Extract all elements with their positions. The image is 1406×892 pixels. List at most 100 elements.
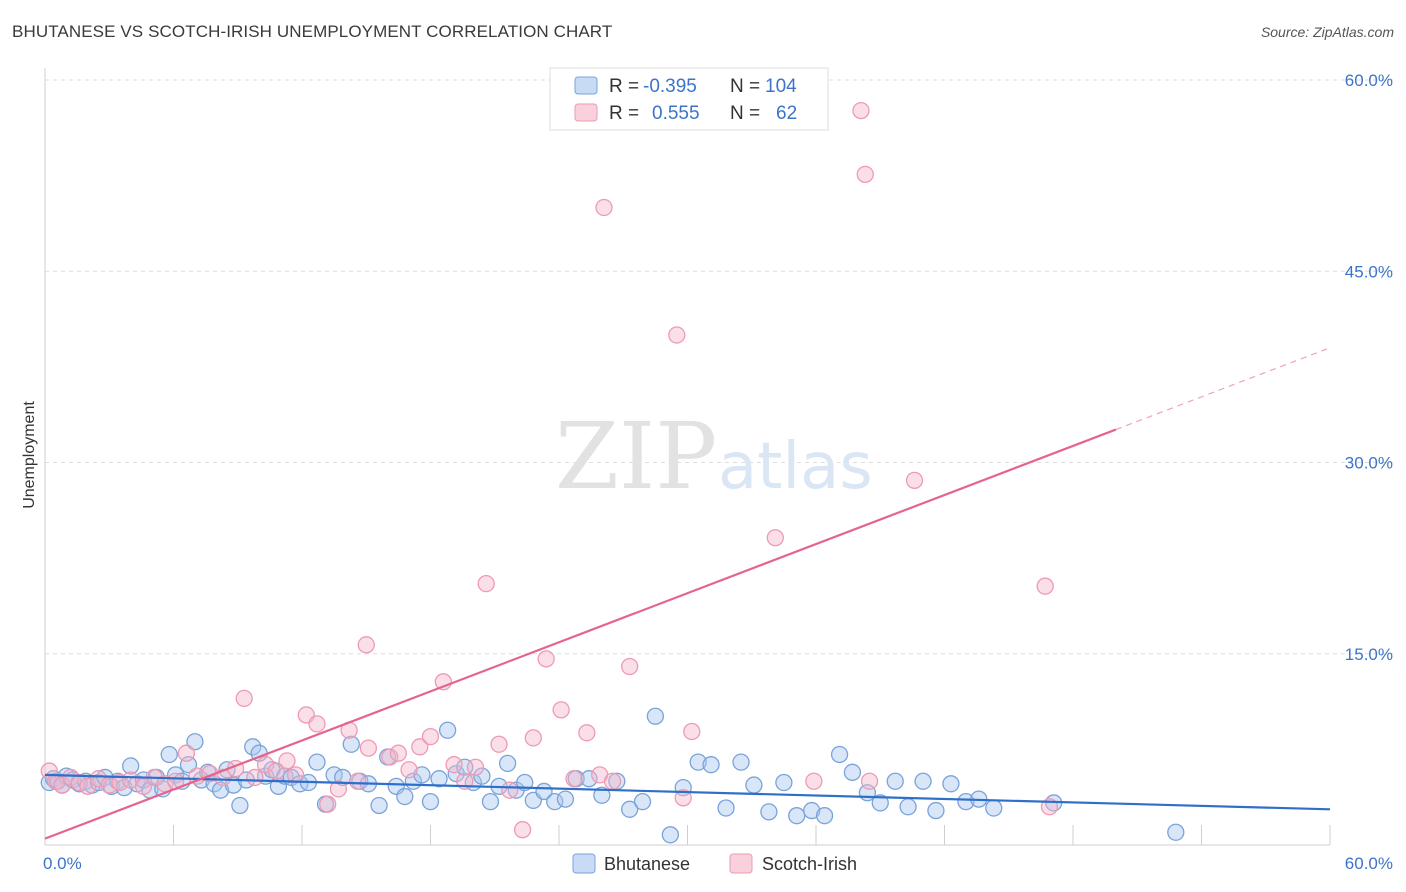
bhutanese-point-64 [498,754,517,773]
bhutanese-trend-line [44,773,1331,811]
bhutanese-point-54 [413,766,431,784]
bhutanese-point-52 [396,787,414,806]
bhutanese-point-86 [775,773,793,792]
scotch-irish-point-32 [357,636,375,654]
bhutanese-point-46 [342,735,360,753]
scotch-irish-point-56 [674,789,692,807]
scotch-irish-point-22 [267,762,285,780]
x-tick-label-0: 0.0% [43,854,82,873]
scotch-irish-point-33 [381,748,399,766]
bottom-legend-swatch-blue [572,853,596,874]
legend-r-label-1: R = [609,76,639,97]
scotch-irish-point-64 [1036,577,1054,595]
bhutanese-point-57 [438,721,457,739]
bhutanese-point-99 [957,793,975,811]
bhutanese-point-89 [815,807,834,825]
y-tick-label-2: 45.0% [1345,262,1393,281]
scotch-irish-point-57 [683,722,701,741]
scotch-irish-point-46 [524,729,542,747]
bhutanese-point-72 [580,770,598,788]
legend-swatch-blue [574,76,598,95]
scotch-irish-point-54 [621,657,639,676]
bhutanese-point-94 [886,772,904,790]
scotch-irish-point-36 [411,738,429,756]
bhutanese-point-76 [633,793,652,811]
bhutanese-point-14 [122,757,140,775]
legend-r-label-2: R = [609,103,639,124]
bhutanese-point-91 [843,763,862,781]
chart-title: BHUTANESE VS SCOTCH-IRISH UNEMPLOYMENT C… [12,22,613,41]
scotch-irish-point-44 [501,781,519,799]
bhutanese-point-87 [788,807,806,825]
bhutanese-point-90 [830,745,849,764]
axes [44,68,1331,846]
series-legend: Bhutanese Scotch-Irish [572,853,857,874]
scotch-irish-point-14 [177,744,196,762]
scotch-irish-point-48 [552,701,570,719]
bhutanese-point-83 [732,753,750,771]
scotch-irish-point-41 [466,758,485,776]
bhutanese-point-84 [745,776,763,794]
bhutanese-point-31 [231,796,249,815]
scotch-irish-point-21 [256,756,275,774]
bhutanese-point-77 [646,707,665,725]
bhutanese-point-81 [702,756,720,774]
scotch-irish-point-34 [389,744,408,762]
bhutanese-point-80 [689,753,707,771]
bhutanese-point-20 [160,745,178,764]
legend-r-value-1: -0.395 [643,76,697,97]
bottom-legend-scotch-irish: Scotch-Irish [762,854,857,874]
scotch-irish-point-31 [359,739,378,757]
bhutanese-point-78 [661,826,680,844]
bhutanese-point-28 [211,781,230,799]
scotch-irish-point-58 [766,529,784,547]
y-tick-label-1: 30.0% [1345,454,1393,473]
scotch-irish-point-28 [329,780,348,798]
bhutanese-point-95 [899,798,917,816]
bhutanese-point-55 [421,793,440,811]
watermark: ZIP atlas [555,403,873,510]
bhutanese-point-85 [760,803,778,821]
bhutanese-point-61 [473,767,491,785]
bhutanese-point-93 [871,794,889,812]
scotch-irish-point-3 [62,768,80,787]
scotch-irish-point-27 [319,795,337,813]
bhutanese-point-16 [134,771,153,789]
scotch-irish-point-19 [235,689,253,708]
scotch-irish-point-4 [70,773,88,792]
legend-n-label-2: N = [730,103,760,124]
watermark-atlas: atlas [718,430,873,504]
scotch-irish-point-45 [513,821,532,839]
legend-n-label-1: N = [730,76,760,97]
scotch-irish-point-24 [286,766,305,784]
legend-swatch-pink [574,103,598,122]
y-tick-label-3: 60.0% [1345,71,1393,90]
legend-n-value-2: 62 [776,103,797,124]
bhutanese-point-75 [621,800,639,818]
trend-lines [44,347,1331,840]
y-axis-label: Unemployment [21,401,38,509]
scotch-irish-point-39 [445,756,463,774]
bhutanese-point-98 [942,775,960,793]
scotch-irish-point-59 [805,772,823,790]
scotch-irish-point-47 [537,650,555,668]
scotch-irish-point-55 [668,326,686,344]
bhutanese-point-40 [291,775,309,793]
bhutanese-point-73 [593,786,611,804]
tick-labels: 15.0% 30.0% 45.0% 60.0% 0.0% 60.0% [43,71,1393,873]
scotch-irish-point-42 [477,574,495,593]
scotch-irish-point-61 [856,165,874,184]
scotch-irish-point-8 [111,773,129,792]
bhutanese-point-88 [803,801,821,820]
scotch-irish-points [40,101,1059,839]
bhutanese-point-33 [244,738,262,756]
bhutanese-point-101 [985,799,1003,817]
watermark-zip: ZIP [555,403,717,510]
scotch-irish-point-37 [421,727,440,746]
stats-legend: R = -0.395 N = 104 R = 0.555 N = 62 [549,67,829,131]
scotch-irish-point-63 [905,471,924,490]
bhutanese-point-42 [308,753,326,771]
legend-r-value-2: 0.555 [652,103,700,124]
bhutanese-point-96 [914,772,932,790]
